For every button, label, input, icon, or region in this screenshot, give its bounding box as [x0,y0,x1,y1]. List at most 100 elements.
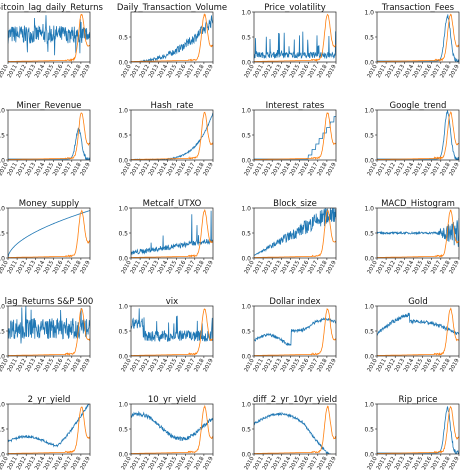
x-tick-label: 2010 [0,358,10,374]
y-tick-label: 1.0 [241,304,251,311]
x-tick-label: 2019 [326,456,338,472]
y-tick-label: 0.5 [241,133,251,140]
feature-series-line [377,405,459,454]
feature-series-line [254,411,331,454]
price-series-line [8,112,90,160]
subplot-title: lag_Returns S&P 500 [5,297,94,307]
subplot-frame [7,109,91,161]
y-tick-label: 0.0 [364,158,374,165]
x-tick-label: 2019 [203,358,215,374]
feature-series-line [8,306,90,344]
price-series-line [254,13,336,62]
y-tick-label: 0.0 [241,452,251,459]
subplot-2-yr-yield: 2_yr_yield1.00.50.0201020112012201320142… [0,395,92,471]
y-tick-label: 0.0 [364,256,374,263]
y-tick-label: 1.0 [118,402,128,409]
y-tick-label: 1.0 [241,206,251,213]
y-tick-label: 0.0 [364,354,374,361]
x-tick-label: 2019 [326,358,338,374]
y-tick-label: 0.5 [364,329,374,336]
subplot-frame [130,109,214,161]
y-tick-label: 0.5 [364,231,374,238]
subplot-title: MACD_Histogram [381,199,455,209]
subplot-title: Daily_Transaction_Volume [117,3,227,13]
price-series-line [377,111,459,160]
price-series-line [8,209,90,258]
x-tick-label: 2019 [203,456,215,472]
y-tick-label: 0.5 [241,329,251,336]
subplot-title: Interest_rates [266,101,325,111]
y-tick-label: 0.5 [0,329,5,336]
y-tick-label: 1.0 [118,108,128,115]
subplot-google-trend: Google_trend1.00.50.02010201120122013201… [364,101,461,177]
feature-series-line [131,308,213,342]
subplot-frame [376,109,460,161]
subplot-title: Transaction_Fees [381,3,455,13]
feature-series-line [377,14,459,62]
y-tick-label: 0.0 [118,158,128,165]
subplot-block-size: Block_size1.00.50.0201020112012201320142… [241,199,338,275]
price-series-line [377,209,459,258]
feature-series-line [131,15,213,62]
y-tick-label: 0.5 [118,427,128,434]
y-tick-label: 1.0 [241,108,251,115]
subplot-title: vix [166,297,178,307]
subplot-frame [376,305,460,357]
subplot-title: Block_size [273,199,317,209]
y-tick-label: 0.0 [118,452,128,459]
y-tick-label: 0.0 [118,256,128,263]
subplot-frame [7,403,91,455]
y-tick-label: 0.0 [0,158,5,165]
y-tick-label: 1.0 [118,304,128,311]
x-tick-label: 2019 [80,358,92,374]
x-tick-label: 2019 [203,64,215,80]
subplot-bitcoin-lag-daily-returns: Bitcoin_lag_daily_Returns201020112012201… [0,3,103,79]
x-tick-label: 2019 [326,162,338,178]
price-series-line [254,307,336,356]
subplot-vix: vix1.00.50.02010201120122013201420152016… [118,297,215,373]
feature-series-line [131,112,213,160]
feature-series-line [377,218,459,247]
y-tick-label: 1.0 [0,206,5,213]
subplot-miner-revenue: Miner_Revenue1.00.50.0201020112012201320… [0,101,92,177]
subplot-title: Metcalf_UTXO [143,199,202,209]
x-tick-label: 2010 [0,260,10,276]
price-series-line [8,307,90,356]
subplot-money-supply: Money_supply1.00.50.02010201120122013201… [0,199,92,275]
y-tick-label: 0.0 [0,354,5,361]
y-tick-label: 0.0 [241,60,251,67]
subplot-frame [253,109,337,161]
y-tick-label: 0.5 [364,427,374,434]
x-tick-label: 2019 [80,162,92,178]
y-tick-label: 1.0 [364,10,374,17]
x-tick-label: 2019 [203,260,215,276]
price-series-line [254,405,336,454]
subplot-metcalf-utxo: Metcalf_UTXO1.00.50.02010201120122013201… [118,199,215,275]
y-tick-label: 1.0 [364,402,374,409]
subplot-transaction-fees: Transaction_Fees1.00.50.0201020112012201… [364,3,461,79]
x-tick-label: 2019 [449,64,461,80]
subplot-lag-returns-s-p-500: lag_Returns S&P 5001.00.50.0201020112012… [0,297,93,373]
feature-series-line [131,210,213,256]
y-tick-label: 0.5 [118,133,128,140]
x-tick-label: 2019 [203,162,215,178]
subplot-daily-transaction-volume: Daily_Transaction_Volume0.50.02010201120… [117,3,227,79]
subplot-diff-2-yr-10yr-yield: diff_2_yr_10yr_yield1.00.50.020102011201… [241,395,338,471]
price-series-line [8,13,90,62]
subplot-title: Hash_rate [151,101,194,111]
price-series-line [131,404,213,454]
y-tick-label: 0.0 [364,452,374,459]
subplot-title: Google_trend [390,101,447,111]
subplot-title: Rip_price [398,395,437,405]
x-tick-label: 2019 [449,162,461,178]
feature-series-line [377,110,459,160]
price-series-line [131,308,213,356]
y-tick-label: 0.0 [118,354,128,361]
y-tick-label: 0.5 [364,133,374,140]
price-series-line [131,13,213,62]
subplot-title: Bitcoin_lag_daily_Returns [0,3,103,13]
x-tick-label: 2019 [449,260,461,276]
price-series-line [377,405,459,454]
subplot-10-yr-yield: 10_yr_yield1.00.50.020102011201220132014… [118,395,215,471]
